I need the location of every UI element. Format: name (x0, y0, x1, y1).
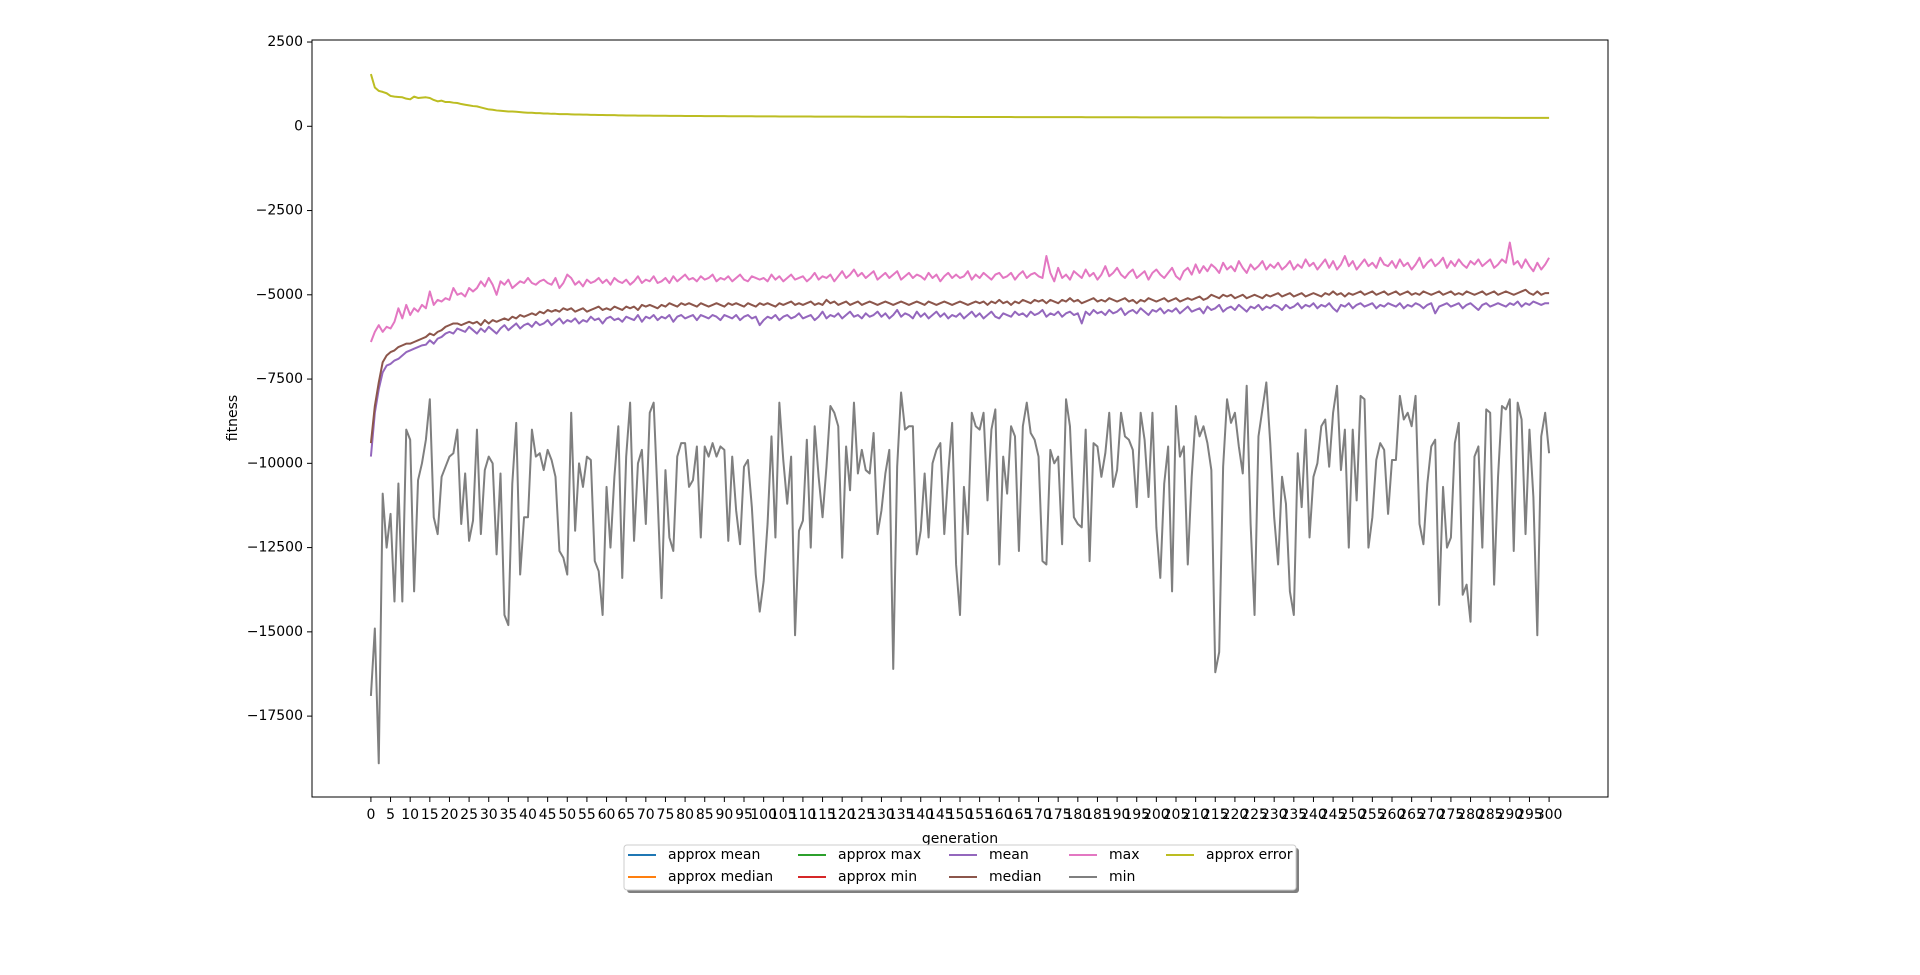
legend-label: approx max (838, 847, 921, 863)
legend-box (623, 844, 1297, 891)
legend: approx mean approx median approx max approx… (623, 844, 1299, 893)
y-tick-label: −15000 (247, 624, 303, 640)
x-tick-label: 55 (578, 807, 596, 823)
y-tick-label: −7500 (256, 371, 303, 387)
series-line (369, 288, 1550, 444)
x-tick-label: 300 (1536, 807, 1563, 823)
x-tick-label: 180 (1064, 807, 1091, 823)
x-axis-label: generation (922, 831, 998, 847)
legend-label: approx error (1206, 847, 1293, 863)
legend-label: min (1109, 869, 1135, 885)
x-tick-label: 135 (888, 807, 915, 823)
x-tick-label: 195 (1123, 807, 1150, 823)
x-tick-label: 50 (558, 807, 576, 823)
x-tick-label: 245 (1320, 807, 1347, 823)
x-tick-label: 120 (829, 807, 856, 823)
x-tick-label: 110 (790, 807, 817, 823)
x-tick-label: 105 (770, 807, 797, 823)
legend-label: approx mean (668, 847, 760, 863)
x-tick-label: 190 (1104, 807, 1131, 823)
x-tick-label: 40 (519, 807, 537, 823)
x-tick-label: 175 (1045, 807, 1072, 823)
x-tick-label: 30 (480, 807, 498, 823)
x-tick-label: 200 (1143, 807, 1170, 823)
series-line (369, 381, 1551, 765)
x-tick-label: 90 (715, 807, 733, 823)
y-tick-label: −10000 (247, 455, 303, 471)
plot-frame (311, 39, 1609, 798)
y-tick-label: −2500 (256, 203, 303, 219)
y-axis-label: fitness (225, 395, 241, 441)
legend-label: median (989, 869, 1041, 885)
x-tick-label: 130 (868, 807, 895, 823)
x-tick-label: 145 (927, 807, 954, 823)
x-tick-label: 150 (947, 807, 974, 823)
y-tick-label: −5000 (256, 287, 303, 303)
x-tick-label: 170 (1025, 807, 1052, 823)
series-line (369, 300, 1550, 457)
x-tick-label: 35 (499, 807, 517, 823)
x-tick-label: 20 (441, 807, 459, 823)
legend-label: mean (989, 847, 1029, 863)
x-tick-label: 295 (1516, 807, 1543, 823)
x-tick-label: 15 (421, 807, 439, 823)
x-tick-label: 5 (386, 807, 395, 823)
x-tick-label: 65 (617, 807, 635, 823)
series-line (369, 241, 1550, 343)
x-tick-label: 240 (1300, 807, 1327, 823)
x-tick-label: 205 (1163, 807, 1190, 823)
x-tick-label: 225 (1241, 807, 1268, 823)
x-tick-label: 80 (676, 807, 694, 823)
x-tick-label: 265 (1398, 807, 1425, 823)
x-tick-label: 115 (809, 807, 836, 823)
x-tick-label: 10 (401, 807, 419, 823)
x-tick-label: 275 (1438, 807, 1465, 823)
x-tick-label: 75 (657, 807, 675, 823)
legend-label: approx median (668, 869, 773, 885)
x-tick-label: 260 (1379, 807, 1406, 823)
x-tick-label: 210 (1182, 807, 1209, 823)
x-tick-label: 220 (1222, 807, 1249, 823)
series-line (369, 73, 1550, 119)
x-tick-label: 70 (637, 807, 655, 823)
x-tick-label: 250 (1339, 807, 1366, 823)
x-tick-label: 155 (966, 807, 993, 823)
x-tick-label: 165 (1006, 807, 1033, 823)
x-tick-label: 0 (366, 807, 375, 823)
x-tick-label: 60 (598, 807, 616, 823)
x-tick-label: 215 (1202, 807, 1229, 823)
x-tick-label: 185 (1084, 807, 1111, 823)
x-tick-label: 45 (539, 807, 557, 823)
x-tick-label: 270 (1418, 807, 1445, 823)
x-tick-label: 285 (1477, 807, 1504, 823)
x-tick-label: 125 (848, 807, 875, 823)
x-tick-label: 95 (735, 807, 753, 823)
x-tick-label: 280 (1457, 807, 1484, 823)
x-tick-label: 140 (907, 807, 934, 823)
x-tick-label: 160 (986, 807, 1013, 823)
y-tick-label: 2500 (267, 34, 303, 50)
x-tick-label: 235 (1280, 807, 1307, 823)
x-tick-label: 25 (460, 807, 478, 823)
legend-label: approx min (838, 869, 917, 885)
x-tick-label: 230 (1261, 807, 1288, 823)
x-tick-label: 100 (750, 807, 777, 823)
y-tick-label: 0 (294, 118, 303, 134)
y-tick-label: −17500 (247, 708, 303, 724)
x-tick-label: 290 (1496, 807, 1523, 823)
x-tick-label: 85 (696, 807, 714, 823)
y-tick-label: −12500 (247, 540, 303, 556)
legend-label: max (1109, 847, 1140, 863)
x-tick-label: 255 (1359, 807, 1386, 823)
